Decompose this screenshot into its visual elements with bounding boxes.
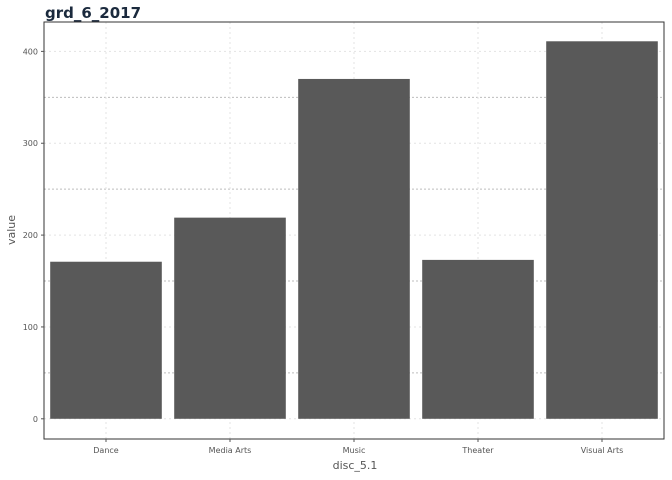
- x-axis-label: disc_5.1: [333, 459, 378, 472]
- y-tick-label: 200: [23, 231, 38, 240]
- bar-media-arts: [174, 217, 286, 419]
- y-axis-label: value: [5, 215, 18, 245]
- y-tick-label: 0: [33, 415, 38, 424]
- x-tick-label: Music: [343, 446, 366, 455]
- x-tick-label: Media Arts: [209, 446, 252, 455]
- bar-dance: [50, 261, 162, 419]
- x-tick-label: Theater: [461, 446, 494, 455]
- bar-theater: [422, 259, 534, 419]
- y-axis-ticks: 0 100 200 300 400: [23, 47, 44, 424]
- y-tick-label: 100: [23, 323, 38, 332]
- x-axis-ticks: Dance Media Arts Music Theater Visual Arts: [93, 439, 623, 455]
- bar-visual-arts: [546, 41, 658, 419]
- x-tick-label: Dance: [93, 446, 119, 455]
- chart-title: grd_6_2017: [45, 4, 142, 22]
- x-tick-label: Visual Arts: [581, 446, 624, 455]
- bar-music: [298, 78, 410, 419]
- bars: [50, 41, 658, 419]
- y-tick-label: 400: [23, 47, 38, 56]
- y-tick-label: 300: [23, 139, 38, 148]
